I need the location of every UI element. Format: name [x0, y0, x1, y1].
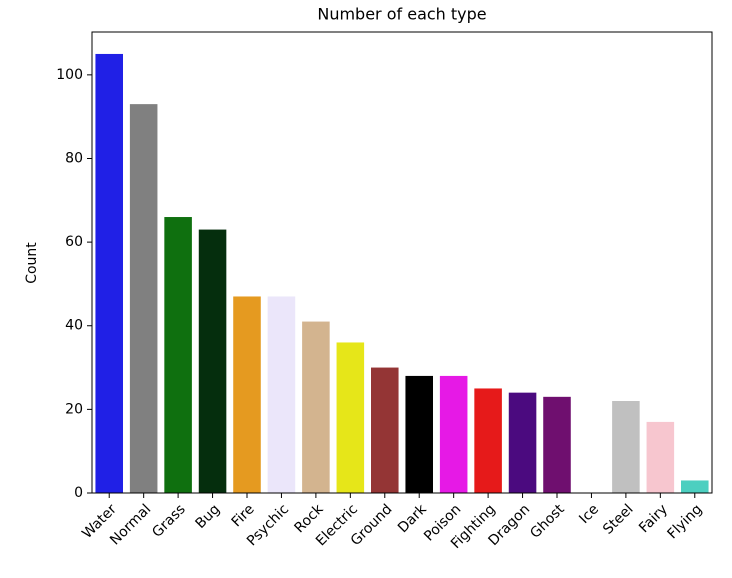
x-tick-label: Bug [193, 501, 224, 532]
y-tick-label: 60 [65, 234, 83, 250]
bar [129, 104, 158, 494]
bar [233, 296, 261, 493]
y-tick-label: 0 [74, 485, 83, 501]
bar [95, 53, 123, 493]
y-axis-label: Count [24, 242, 40, 284]
bar [439, 375, 468, 493]
y-tick-label: 20 [65, 401, 83, 417]
bar [371, 367, 399, 493]
bar [612, 401, 640, 493]
bar [543, 396, 571, 493]
plot-frame [91, 31, 713, 494]
bar [681, 480, 709, 493]
y-tick-label: 100 [56, 67, 83, 83]
bar [405, 375, 433, 493]
y-tick-label: 40 [65, 318, 83, 334]
chart-title: Number of each type [317, 5, 486, 24]
x-tick-label: Grass [149, 501, 188, 540]
x-tick-label: Flying [664, 501, 705, 542]
y-tick-label: 80 [65, 150, 83, 166]
x-tick-label: Steel [600, 501, 636, 537]
bar [336, 342, 365, 493]
bar [302, 321, 330, 493]
bar [474, 388, 502, 493]
bar [508, 392, 537, 493]
bar [198, 229, 227, 494]
x-tick-label: Ghost [527, 501, 568, 542]
bar [267, 296, 296, 493]
x-tick-label: Ice [576, 501, 602, 527]
bar [646, 421, 675, 493]
bar [164, 217, 192, 493]
bar [577, 396, 606, 493]
x-tick-label: Fire [229, 501, 258, 530]
